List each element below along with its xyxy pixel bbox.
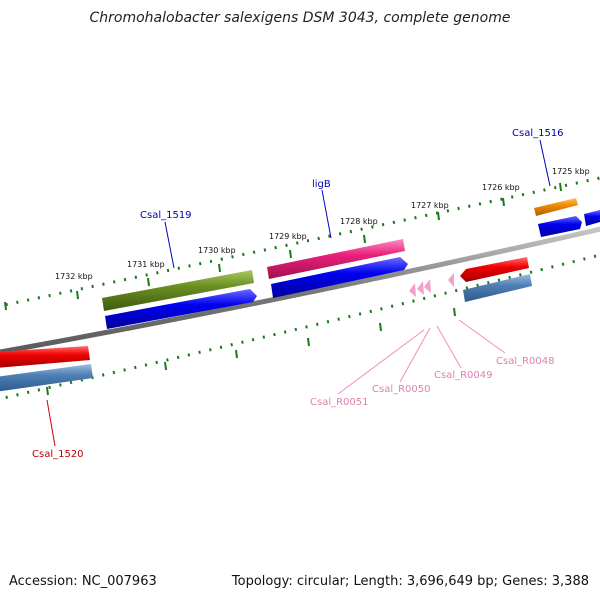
rna-r0050 <box>417 281 424 295</box>
gene-label-csal-1520: Csal_1520 <box>32 449 84 460</box>
gene-ligb-pink <box>267 239 405 279</box>
gene-label-ligb: ligB <box>312 179 331 190</box>
gene-red-reverse <box>460 257 529 282</box>
gene-label-csal-r0051: Csal_R0051 <box>310 397 369 408</box>
gene-csal-1520-red <box>0 346 90 368</box>
gene-label-csal-r0049: Csal_R0049 <box>434 370 493 381</box>
kbp-label-1727: 1727 kbp <box>411 201 449 210</box>
gene-label-csal-1516: Csal_1516 <box>512 128 564 139</box>
kbp-label-1728: 1728 kbp <box>340 217 378 226</box>
kbp-label-1730: 1730 kbp <box>198 246 236 255</box>
rna-r0049 <box>424 279 431 293</box>
leader-csal-1519 <box>164 221 175 269</box>
gene-csal-1516-forward <box>534 198 578 216</box>
kbp-label-1731: 1731 kbp <box>127 260 165 269</box>
gene-csal-1519-blue <box>105 289 257 329</box>
gene-csal-1519-olive <box>102 270 254 311</box>
leader-csal-r0050 <box>399 327 431 383</box>
map-title: Chromohalobacter salexigens DSM 3043, co… <box>89 10 511 26</box>
gene-csal-1520-steel <box>0 364 93 392</box>
gene-label-csal-r0050: Csal_R0050 <box>372 384 431 395</box>
leader-csal-r0048 <box>458 319 506 354</box>
accession-text: Accession: NC_007963 <box>9 574 157 589</box>
kbp-label-1729: 1729 kbp <box>269 232 307 241</box>
major-ticks <box>4 182 562 396</box>
gene-edge-blue <box>584 210 600 226</box>
gene-label-csal-r0048: Csal_R0048 <box>496 356 555 367</box>
leader-csal-r0051 <box>337 329 425 395</box>
gene-label-csal-1519: Csal_1519 <box>140 210 192 221</box>
kbp-label-1725: 1725 kbp <box>552 167 590 176</box>
rna-r0048 <box>448 273 454 287</box>
gene-ligb-blue <box>271 257 408 298</box>
leader-ligb <box>321 189 332 239</box>
leader-csal-1520 <box>46 399 56 447</box>
genome-backbone <box>0 226 600 355</box>
gene-steel-reverse <box>463 274 532 302</box>
leader-csal-r0049 <box>436 325 462 369</box>
gene-csal-1516-blue <box>538 216 582 237</box>
kbp-label-1726: 1726 kbp <box>482 183 520 192</box>
topology-text: Topology: circular; Length: 3,696,649 bp… <box>231 574 589 589</box>
leader-csal-1516 <box>539 139 551 187</box>
rna-r0051 <box>409 283 416 297</box>
kbp-label-1732: 1732 kbp <box>55 272 93 281</box>
